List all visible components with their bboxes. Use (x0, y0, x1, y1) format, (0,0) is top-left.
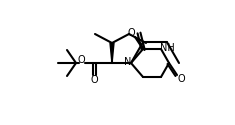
Polygon shape (110, 43, 114, 63)
Text: NH: NH (160, 43, 174, 53)
Text: N: N (124, 57, 132, 67)
Text: O: O (90, 75, 98, 85)
Text: O: O (177, 74, 185, 84)
Text: O: O (77, 55, 85, 65)
Text: O: O (127, 28, 135, 38)
